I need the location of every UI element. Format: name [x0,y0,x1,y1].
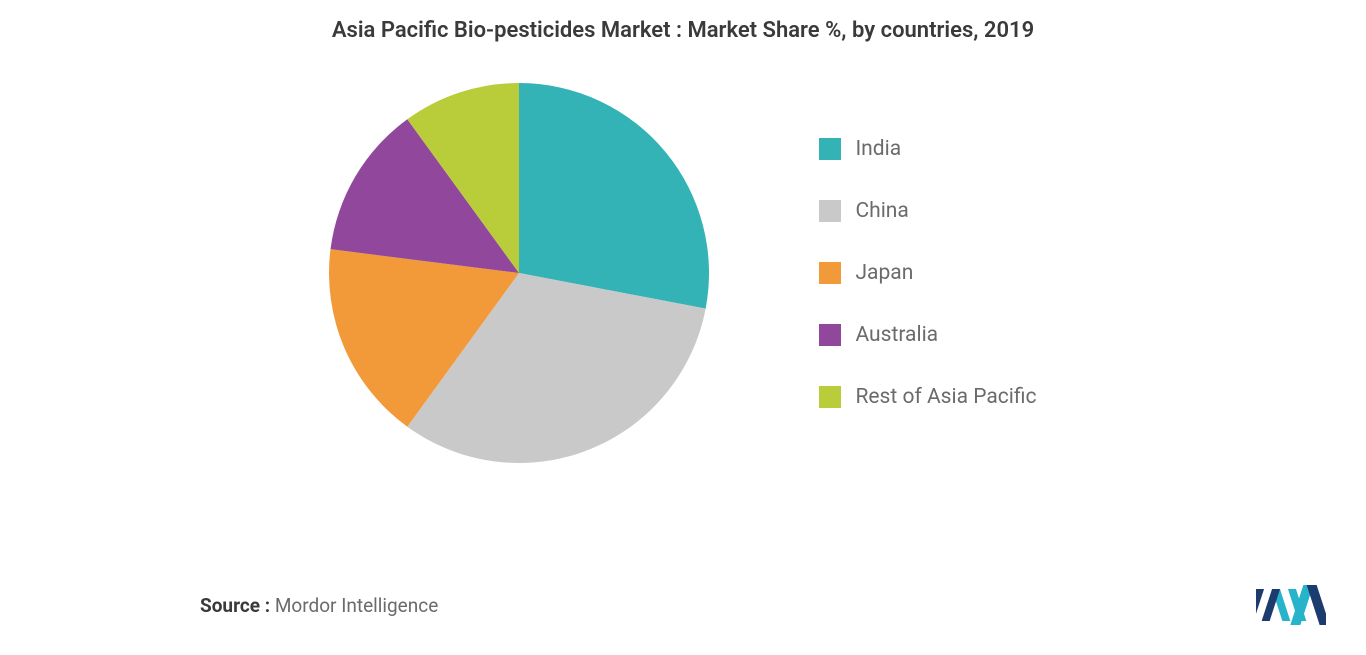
legend-label: China [855,199,908,223]
legend-label: Rest of Asia Pacific [855,385,1036,409]
legend-swatch [819,386,841,408]
legend-item: China [819,199,1036,223]
source-label: Source : [200,594,270,617]
legend-item: Australia [819,323,1036,347]
source-citation: Source : Mordor Intelligence [200,594,438,617]
legend-swatch [819,138,841,160]
legend-swatch [819,324,841,346]
chart-area: India China Japan Australia Rest of Asia Pac… [0,83,1366,463]
legend: India China Japan Australia Rest of Asia Pac… [819,137,1036,409]
chart-title: Asia Pacific Bio-pesticides Market : Mar… [0,0,1366,53]
legend-label: Australia [855,323,938,347]
brand-logo [1256,583,1326,627]
legend-label: India [855,137,901,161]
legend-swatch [819,262,841,284]
legend-item: Japan [819,261,1036,285]
legend-item: India [819,137,1036,161]
legend-item: Rest of Asia Pacific [819,385,1036,409]
legend-swatch [819,200,841,222]
pie-chart [329,83,709,463]
pie-slice [519,83,709,309]
legend-label: Japan [855,261,913,285]
source-name: Mordor Intelligence [275,594,438,617]
